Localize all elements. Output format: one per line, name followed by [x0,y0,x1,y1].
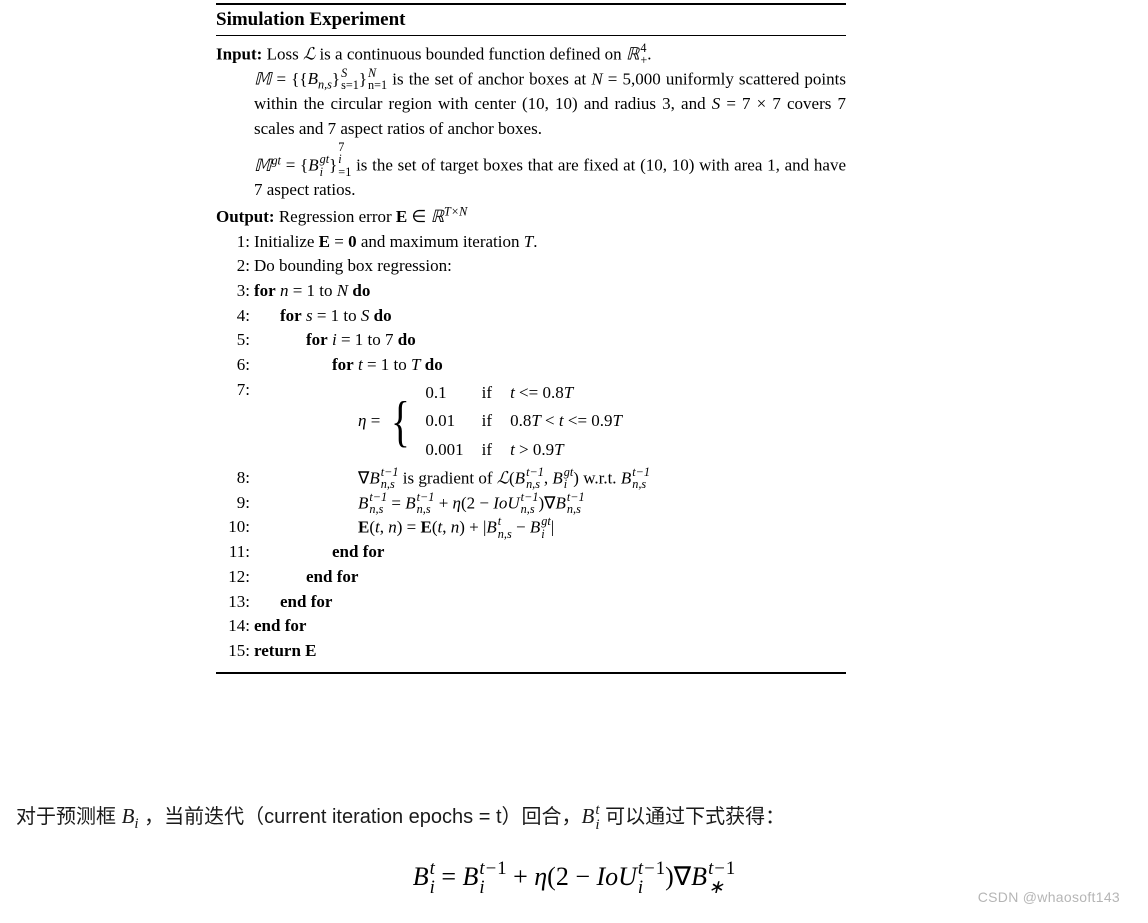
sym: B [122,804,135,828]
kw-for: for [254,281,276,300]
kw-do: do [352,281,370,300]
kw-end: end for [332,542,384,561]
kw-do: do [398,330,416,349]
step-number: 9: [216,491,254,516]
case-if: if [474,437,500,464]
step-number: 10: [216,515,254,540]
text: . [533,232,537,251]
kw-return: return [254,641,305,660]
kw-end: end for [254,616,306,635]
kw-for: for [280,306,302,325]
text: and maximum iteration [357,232,524,251]
algo-step: 3: for n = 1 to N do [216,279,846,304]
input-section: Input: Loss ℒ is a continuous bounded fu… [216,42,846,203]
kw-end: end for [280,592,332,611]
sym: B [582,804,595,828]
eta-cases: 0.1ift <= 0.8T 0.01if0.8T < t <= 0.9T 0.… [415,378,632,466]
text: is the set of anchor boxes at [387,69,591,88]
algo-step: 10: E(t, n) = E(t, n) + |Btn,s − Bgti| [216,515,846,540]
kw-do: do [425,355,443,374]
step-number: 8: [216,466,254,491]
algo-step: 9: Bt−1n,s = Bt−1n,s + η(2 − IoUt−1n,s)∇… [216,491,846,516]
algorithm-body: Input: Loss ℒ is a continuous bounded fu… [216,36,846,674]
step-number: 11: [216,540,254,565]
text: = 1 to 7 [337,330,398,349]
step-number: 14: [216,614,254,639]
caption-text: 对于预测框 Bi ，当前迭代（current iteration epochs … [16,800,1126,833]
kw-end: end for [306,567,358,586]
algo-step: 2: Do bounding box regression: [216,254,846,279]
case-if: if [474,380,500,407]
input-label: Input: [216,44,262,63]
algo-step: 11: end for [216,540,846,565]
algo-step: 14: end for [216,614,846,639]
text: = 1 to [313,306,361,325]
text: 可以通过下式获得： [600,806,786,828]
step-number: 3: [216,279,254,304]
algo-step: 1: Initialize E = 0 and maximum iteratio… [216,230,846,255]
step-number: 4: [216,304,254,329]
kw-for: for [306,330,328,349]
step-number: 15: [216,639,254,664]
step-number: 12: [216,565,254,590]
algo-step: 4: for s = 1 to S do [216,304,846,329]
output-section: Output: Regression error E ∈ ℝT×N [216,205,846,230]
algorithm-block: Simulation Experiment Input: Loss ℒ is a… [216,3,846,674]
kw-for: for [332,355,354,374]
case-val: 0.1 [417,380,471,407]
algo-step: 6: for t = 1 to T do [216,353,846,378]
algo-step: 8: ∇Bt−1n,s is gradient of ℒ(Bt−1n,s, Bg… [216,466,846,491]
text: Initialize [254,232,319,251]
algorithm-title: Simulation Experiment [216,3,846,36]
algo-step: 5: for i = 1 to 7 do [216,328,846,353]
step-number: 13: [216,590,254,615]
algo-step: 12: end for [216,565,846,590]
case-val: 0.001 [417,437,471,464]
step-number: 2: [216,254,254,279]
algo-step: 7: η = { 0.1ift <= 0.8T 0.01if0.8T < t <… [216,378,846,466]
step-number: 1: [216,230,254,255]
text: Loss [262,44,303,63]
text: 对于预测框 [16,806,122,828]
algo-step: 15: return E [216,639,846,664]
text: is a continuous bounded function defined… [315,44,626,63]
text: ，当前迭代（current iteration epochs = t）回合， [139,806,582,828]
display-equation: Bti = Bt−1i + η(2 − IoUt−1i)∇Bt−1∗ [0,860,1148,897]
text: = 1 to [363,355,411,374]
step-number: 5: [216,328,254,353]
text: w.r.t. [579,468,621,487]
kw-do: do [374,306,392,325]
text: . [647,44,651,63]
step-number: 6: [216,353,254,378]
case-if: if [474,408,500,435]
case-val: 0.01 [417,408,471,435]
output-label: Output: [216,207,275,226]
text: Do bounding box regression: [254,254,846,279]
text: is gradient of [399,468,497,487]
step-number: 7: [216,378,254,403]
text: Regression error [275,207,396,226]
watermark: CSDN @whaosoft143 [978,889,1120,905]
algo-step: 13: end for [216,590,846,615]
text: = 1 to [288,281,336,300]
